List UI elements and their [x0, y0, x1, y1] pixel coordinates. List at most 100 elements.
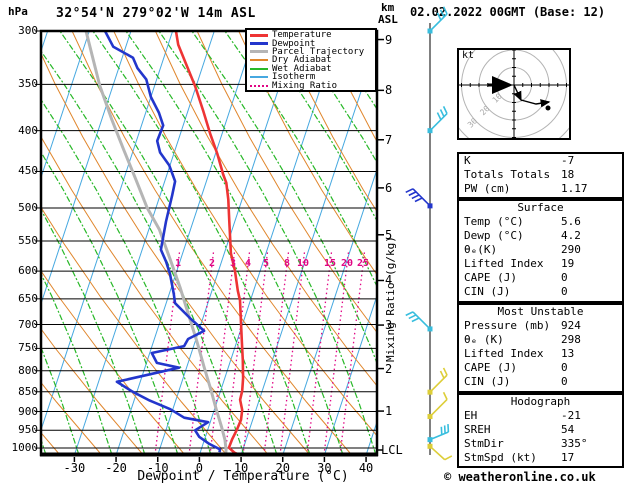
- legend-label: Temperature: [272, 30, 332, 41]
- panel-row: StmDir 335°: [459, 437, 622, 451]
- panel-surface: Surface Temp (°C) 5.6 Dewp (°C) 4.2 θₑ(K) 290 L…: [457, 199, 624, 303]
- panel-row-value: 0: [561, 271, 568, 284]
- wind-barb-tick: [436, 12, 442, 21]
- legend-label: Isotherm: [272, 72, 316, 83]
- temperature-tick-label: 40: [358, 461, 374, 475]
- pressure-tick-label: 800: [18, 363, 38, 377]
- wind-barb-tick: [411, 194, 420, 200]
- pressure-tick-label: 750: [18, 341, 38, 355]
- panel-row-value: 298: [561, 333, 581, 346]
- panel-row-value: 5.6: [561, 215, 581, 228]
- panel-row: K -7: [459, 154, 622, 168]
- legend-item: Dewpoint: [247, 39, 375, 48]
- wind-barb-tick: [439, 109, 445, 118]
- hodograph-trace: [520, 99, 551, 108]
- panel-row-value: 335°: [561, 437, 588, 450]
- panel-row-value: 0: [561, 285, 568, 298]
- panel-row-value: 924: [561, 319, 581, 332]
- panel-row: SREH 54: [459, 423, 622, 437]
- legend-swatch-temperature: [250, 33, 268, 37]
- pressure-tick-label: 900: [18, 404, 38, 418]
- legend-item: Wet Adiabat: [247, 63, 375, 74]
- hodograph-trace-endpoint: [545, 105, 551, 111]
- copyright-text: © weatheronline.co.uk: [444, 470, 596, 484]
- legend-label: Dry Adiabat: [272, 55, 332, 66]
- wind-barb-tick: [414, 197, 423, 203]
- panel-row: θₑ (K) 298: [459, 333, 622, 347]
- pressure-tick-label: 400: [18, 123, 38, 137]
- wind-barb-tick: [411, 317, 420, 323]
- panel-row-label: EH: [464, 409, 478, 422]
- altitude-axis-unit-asl: ASL: [378, 13, 398, 26]
- panel-row-value: -7: [561, 154, 575, 167]
- panel-row-label: Pressure (mb): [464, 319, 551, 332]
- panel-row: StmSpd (kt) 17: [459, 451, 622, 465]
- panel-row-label: θₑ (K): [464, 333, 504, 346]
- legend: Temperature Dewpoint Parcel Trajectory Dry …: [245, 28, 377, 92]
- legend-swatch-wet_adiabat: [250, 67, 268, 70]
- pressure-tick-label: 350: [18, 77, 38, 91]
- panel-row-label: CAPE (J): [464, 361, 517, 374]
- panel-row: CAPE (J) 0: [459, 361, 622, 375]
- km-tick-label: 5: [385, 227, 393, 242]
- panel-row-label: CAPE (J): [464, 271, 517, 284]
- pressure-tick-label: 500: [18, 200, 38, 214]
- lcl-marker-label: LCL: [381, 443, 403, 457]
- panel-row: Pressure (mb) 924: [459, 319, 622, 333]
- panel-row: PW (cm) 1.17: [459, 182, 622, 196]
- panel-hodograph: Hodograph EH -21 SREH 54 StmDir 335° StmSpd (kt…: [457, 393, 624, 468]
- hodograph-unit-label: kt: [462, 50, 475, 61]
- km-tick-label: 8: [385, 83, 393, 98]
- temperature-tick-label: -20: [105, 461, 127, 475]
- panel-row-value: 4.2: [561, 229, 581, 242]
- legend-item: Mixing Ratio: [247, 81, 375, 90]
- pressure-tick-label: 550: [18, 233, 38, 247]
- panel-most-unstable: Most Unstable Pressure (mb) 924 θₑ (K) 298 Li…: [457, 303, 624, 393]
- mixing-ratio-axis-title: Mixing Ratio (g/kg): [384, 236, 397, 362]
- panel-row-label: Lifted Index: [464, 347, 544, 360]
- panel-row-label: SREH: [464, 423, 491, 436]
- wind-barb-tick: [442, 391, 448, 400]
- panel-row-label: PW (cm): [464, 182, 511, 195]
- legend-label: Wet Adiabat: [272, 63, 332, 74]
- wind-barb-tick: [405, 311, 414, 317]
- wind-barb-station-dot: [427, 437, 433, 443]
- panel-row-label: StmSpd (kt): [464, 451, 537, 464]
- wind-barb-tick: [442, 6, 448, 15]
- mixing-ratio-label: 20: [340, 258, 354, 269]
- mixing-ratio-label: 5: [262, 258, 270, 269]
- hodograph-storm-motion-arrow: [513, 84, 522, 102]
- mixing-ratio-label: 3: [229, 258, 237, 269]
- km-tick-label: 3: [385, 318, 393, 333]
- wind-barb-station-dot: [427, 389, 433, 395]
- panel-row: CAPE (J) 0: [459, 271, 622, 285]
- panel-row-value: 13: [561, 347, 575, 360]
- wind-barb-station-dot: [427, 128, 433, 134]
- panel-indices: K -7 Totals Totals 18 PW (cm) 1.17: [457, 152, 624, 199]
- legend-label: Parcel Trajectory: [272, 46, 365, 57]
- wind-barb-station-dot: [427, 28, 433, 34]
- panel-row-value: 54: [561, 423, 575, 436]
- legend-item: Isotherm: [247, 72, 375, 83]
- panel-row-label: θₑ(K): [464, 243, 498, 256]
- panel-row-label: StmDir: [464, 437, 504, 450]
- panel-row: Dewp (°C) 4.2: [459, 229, 622, 243]
- pressure-tick-label: 650: [18, 291, 38, 305]
- mixing-ratio-label: 8: [283, 258, 291, 269]
- km-tick-label: 1: [385, 404, 393, 419]
- dewpoint-curve: [103, 31, 222, 453]
- panel-row: CIN (J) 0: [459, 375, 622, 389]
- km-tick-label: 7: [385, 132, 393, 147]
- panel-row-value: 19: [561, 257, 575, 270]
- legend-swatch-mixing_ratio: [250, 84, 268, 87]
- panel-title: Most Unstable: [497, 305, 584, 318]
- page-title: 32°54'N 279°02'W 14m ASL: [56, 6, 256, 21]
- wind-barb-station-dot: [427, 414, 433, 420]
- wind-barb-tick: [439, 370, 445, 379]
- panel-row-value: 1.17: [561, 182, 588, 195]
- mixing-ratio-label: 2: [208, 258, 216, 269]
- legend-swatch-dry_adiabat: [250, 59, 268, 62]
- panel-row-label: Dewp (°C): [464, 229, 524, 242]
- legend-item: Parcel Trajectory: [247, 46, 375, 57]
